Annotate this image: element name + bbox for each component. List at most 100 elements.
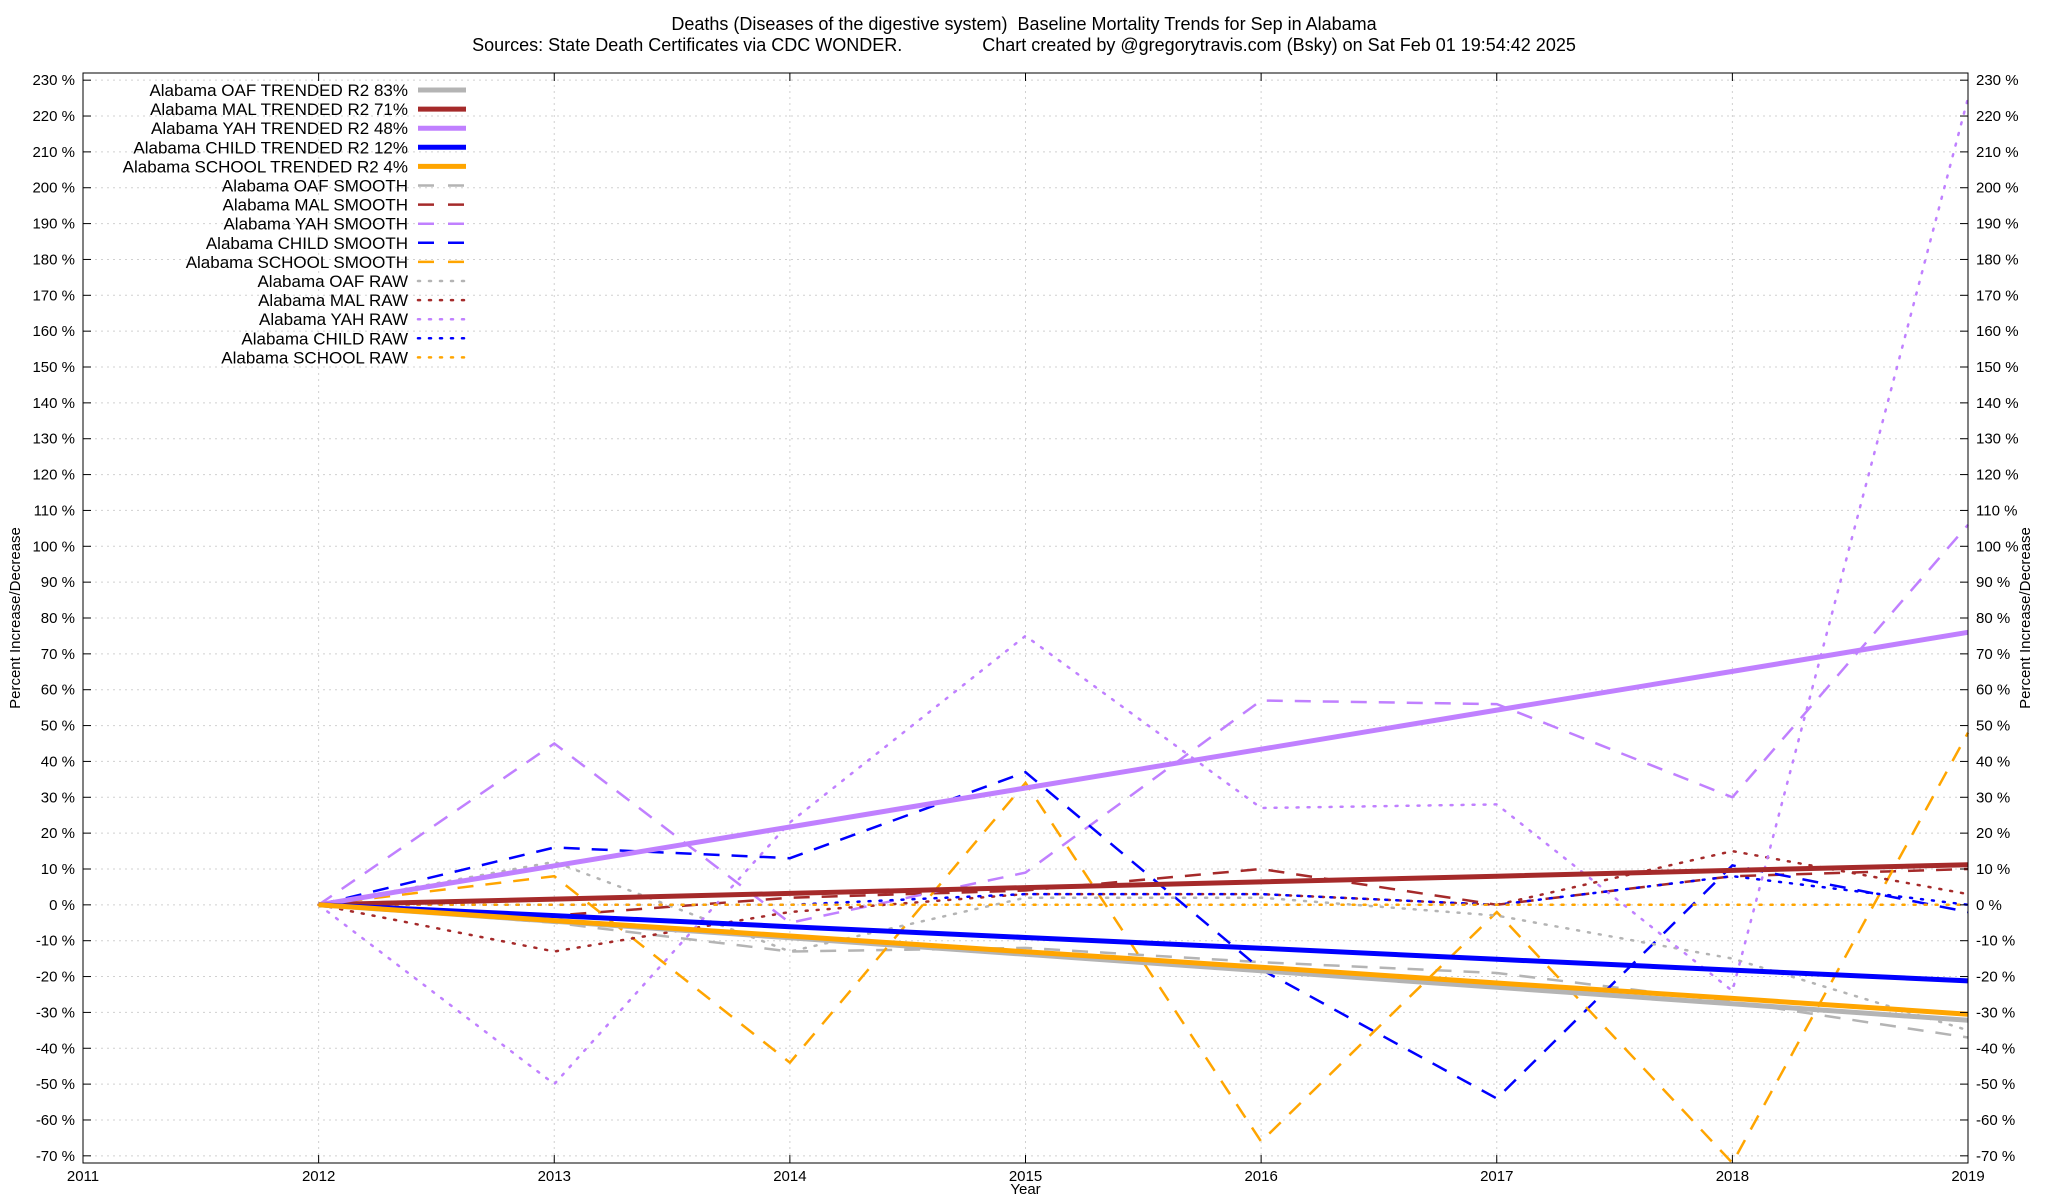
y2-tick-label: 80 % xyxy=(1976,610,2010,627)
y2-tick-label: 0 % xyxy=(1976,897,2002,914)
y2-tick-label: 230 % xyxy=(1976,72,2019,89)
y-tick-label: -60 % xyxy=(36,1112,75,1129)
y-tick-label: 150 % xyxy=(32,359,75,376)
series-line-alabama-yah-trended-r2-48 xyxy=(318,629,1969,908)
legend-label-alabama-oaf-raw: Alabama OAF RAW xyxy=(257,272,408,291)
y-tick-label: 130 % xyxy=(32,431,75,448)
chart-subtitle: Sources: State Death Certificates via CD… xyxy=(472,35,1576,55)
y-tick-label: 0 % xyxy=(49,897,75,914)
x-tick-label: 2019 xyxy=(1951,1168,1984,1185)
legend-label-alabama-yah-smooth: Alabama YAH SMOOTH xyxy=(223,215,408,234)
y-tick-label: 30 % xyxy=(41,789,75,806)
legend-label-alabama-school-trended-r2-4: Alabama SCHOOL TRENDED R2 4% xyxy=(123,157,408,176)
y-tick-label: 80 % xyxy=(41,610,75,627)
y2-tick-label: -40 % xyxy=(1976,1040,2015,1057)
series-line-alabama-school-trended-r2-4 xyxy=(318,902,1969,1017)
y2-tick-label: 50 % xyxy=(1976,718,2010,735)
legend-label-alabama-mal-trended-r2-71: Alabama MAL TRENDED R2 71% xyxy=(150,100,408,119)
y-tick-label: 220 % xyxy=(32,108,75,125)
y-axis-label: Percent Increase/Decrease xyxy=(7,527,24,709)
y-tick-label: 10 % xyxy=(41,861,75,878)
x-tick-label: 2016 xyxy=(1244,1168,1277,1185)
y-tick-label: 180 % xyxy=(32,251,75,268)
legend: Alabama OAF TRENDED R2 83%Alabama MAL TR… xyxy=(123,81,468,367)
legend-label-alabama-child-smooth: Alabama CHILD SMOOTH xyxy=(206,234,408,253)
y2-tick-label: -10 % xyxy=(1976,933,2015,950)
y2-tick-label: 30 % xyxy=(1976,789,2010,806)
y-tick-label: -10 % xyxy=(36,933,75,950)
tick-layer: 2011 2012 2013 2014 2015 2016 2017 2018 2019 230 … xyxy=(32,72,2018,1185)
y-tick-label: 120 % xyxy=(32,467,75,484)
y2-tick-label: 60 % xyxy=(1976,682,2010,699)
y2-tick-label: -70 % xyxy=(1976,1148,2015,1165)
series-line-alabama-child-smooth xyxy=(318,770,1969,1101)
y2-tick-label: 130 % xyxy=(1976,431,2019,448)
y2-tick-label: 90 % xyxy=(1976,574,2010,591)
x-tick-label: 2013 xyxy=(538,1168,571,1185)
series-line-alabama-yah-raw xyxy=(317,96,1970,1086)
y2-tick-label: 190 % xyxy=(1976,216,2019,233)
y-tick-label: 90 % xyxy=(41,574,75,591)
series-layer xyxy=(317,96,1970,1166)
series-line-alabama-mal-smooth xyxy=(318,867,1969,917)
y-tick-label: -70 % xyxy=(36,1148,75,1165)
x-axis-label: Year xyxy=(1010,1181,1040,1198)
legend-label-alabama-mal-smooth: Alabama MAL SMOOTH xyxy=(223,196,408,215)
y-tick-label: 60 % xyxy=(41,682,75,699)
y-tick-label: 50 % xyxy=(41,718,75,735)
legend-label-alabama-child-trended-r2-12: Alabama CHILD TRENDED R2 12% xyxy=(133,138,408,157)
legend-label-alabama-oaf-trended-r2-83: Alabama OAF TRENDED R2 83% xyxy=(149,81,408,100)
series-line-alabama-mal-raw xyxy=(317,849,1970,953)
y-tick-label: 100 % xyxy=(32,538,75,555)
series-line-alabama-school-smooth xyxy=(318,732,1970,1166)
y-tick-label: 20 % xyxy=(41,825,75,842)
y2-tick-label: 40 % xyxy=(1976,753,2010,770)
y-tick-label: 200 % xyxy=(32,180,75,197)
y2-tick-label: 120 % xyxy=(1976,467,2019,484)
y2-tick-label: 10 % xyxy=(1976,861,2010,878)
legend-label-alabama-mal-raw: Alabama MAL RAW xyxy=(258,291,408,310)
y-tick-label: 170 % xyxy=(32,287,75,304)
y2-tick-label: -50 % xyxy=(1976,1076,2015,1093)
y2-tick-label: 140 % xyxy=(1976,395,2019,412)
chart-title: Deaths (Diseases of the digestive system… xyxy=(671,14,1377,34)
legend-label-alabama-oaf-smooth: Alabama OAF SMOOTH xyxy=(222,177,408,196)
y-tick-label: -30 % xyxy=(36,1004,75,1021)
y2-tick-label: 150 % xyxy=(1976,359,2019,376)
series-line-alabama-child-trended-r2-12 xyxy=(318,902,1969,984)
y2-tick-label: -30 % xyxy=(1976,1004,2015,1021)
y-tick-label: 140 % xyxy=(32,395,75,412)
legend-label-alabama-yah-trended-r2-48: Alabama YAH TRENDED R2 48% xyxy=(151,119,408,138)
y2-tick-label: 70 % xyxy=(1976,646,2010,663)
y2-tick-label: -60 % xyxy=(1976,1112,2015,1129)
y2-tick-label: 210 % xyxy=(1976,144,2019,161)
x-tick-label: 2014 xyxy=(773,1168,806,1185)
y-tick-label: 40 % xyxy=(41,753,75,770)
y2-tick-label: 180 % xyxy=(1976,251,2019,268)
legend-label-alabama-school-smooth: Alabama SCHOOL SMOOTH xyxy=(186,253,408,272)
series-line-alabama-mal-trended-r2-71 xyxy=(318,862,1969,908)
x-tick-label: 2011 xyxy=(67,1168,99,1185)
y2-tick-label: 160 % xyxy=(1976,323,2019,340)
x-tick-label: 2018 xyxy=(1716,1168,1749,1185)
y-tick-label: 160 % xyxy=(32,323,75,340)
x-tick-label: 2012 xyxy=(302,1168,335,1185)
y-tick-label: 230 % xyxy=(32,72,75,89)
y2-tick-label: 200 % xyxy=(1976,180,2019,197)
y-tick-label: 190 % xyxy=(32,216,75,233)
y-tick-label: 70 % xyxy=(41,646,75,663)
legend-label-alabama-school-raw: Alabama SCHOOL RAW xyxy=(221,348,408,367)
y-tick-label: -50 % xyxy=(36,1076,75,1093)
y2-tick-label: 170 % xyxy=(1976,287,2019,304)
x-tick-label: 2015 xyxy=(1009,1168,1042,1185)
legend-label-alabama-child-raw: Alabama CHILD RAW xyxy=(241,329,408,348)
y2-tick-label: -20 % xyxy=(1976,969,2015,986)
y2-tick-label: 110 % xyxy=(1976,502,2017,519)
y2-tick-label: 100 % xyxy=(1976,538,2019,555)
y-tick-label: 210 % xyxy=(32,144,75,161)
legend-label-alabama-yah-raw: Alabama YAH RAW xyxy=(259,310,408,329)
y2-axis-label: Percent Increase/Decrease xyxy=(2017,527,2034,709)
y-tick-label: -40 % xyxy=(36,1040,75,1057)
y-tick-label: -20 % xyxy=(36,969,75,986)
